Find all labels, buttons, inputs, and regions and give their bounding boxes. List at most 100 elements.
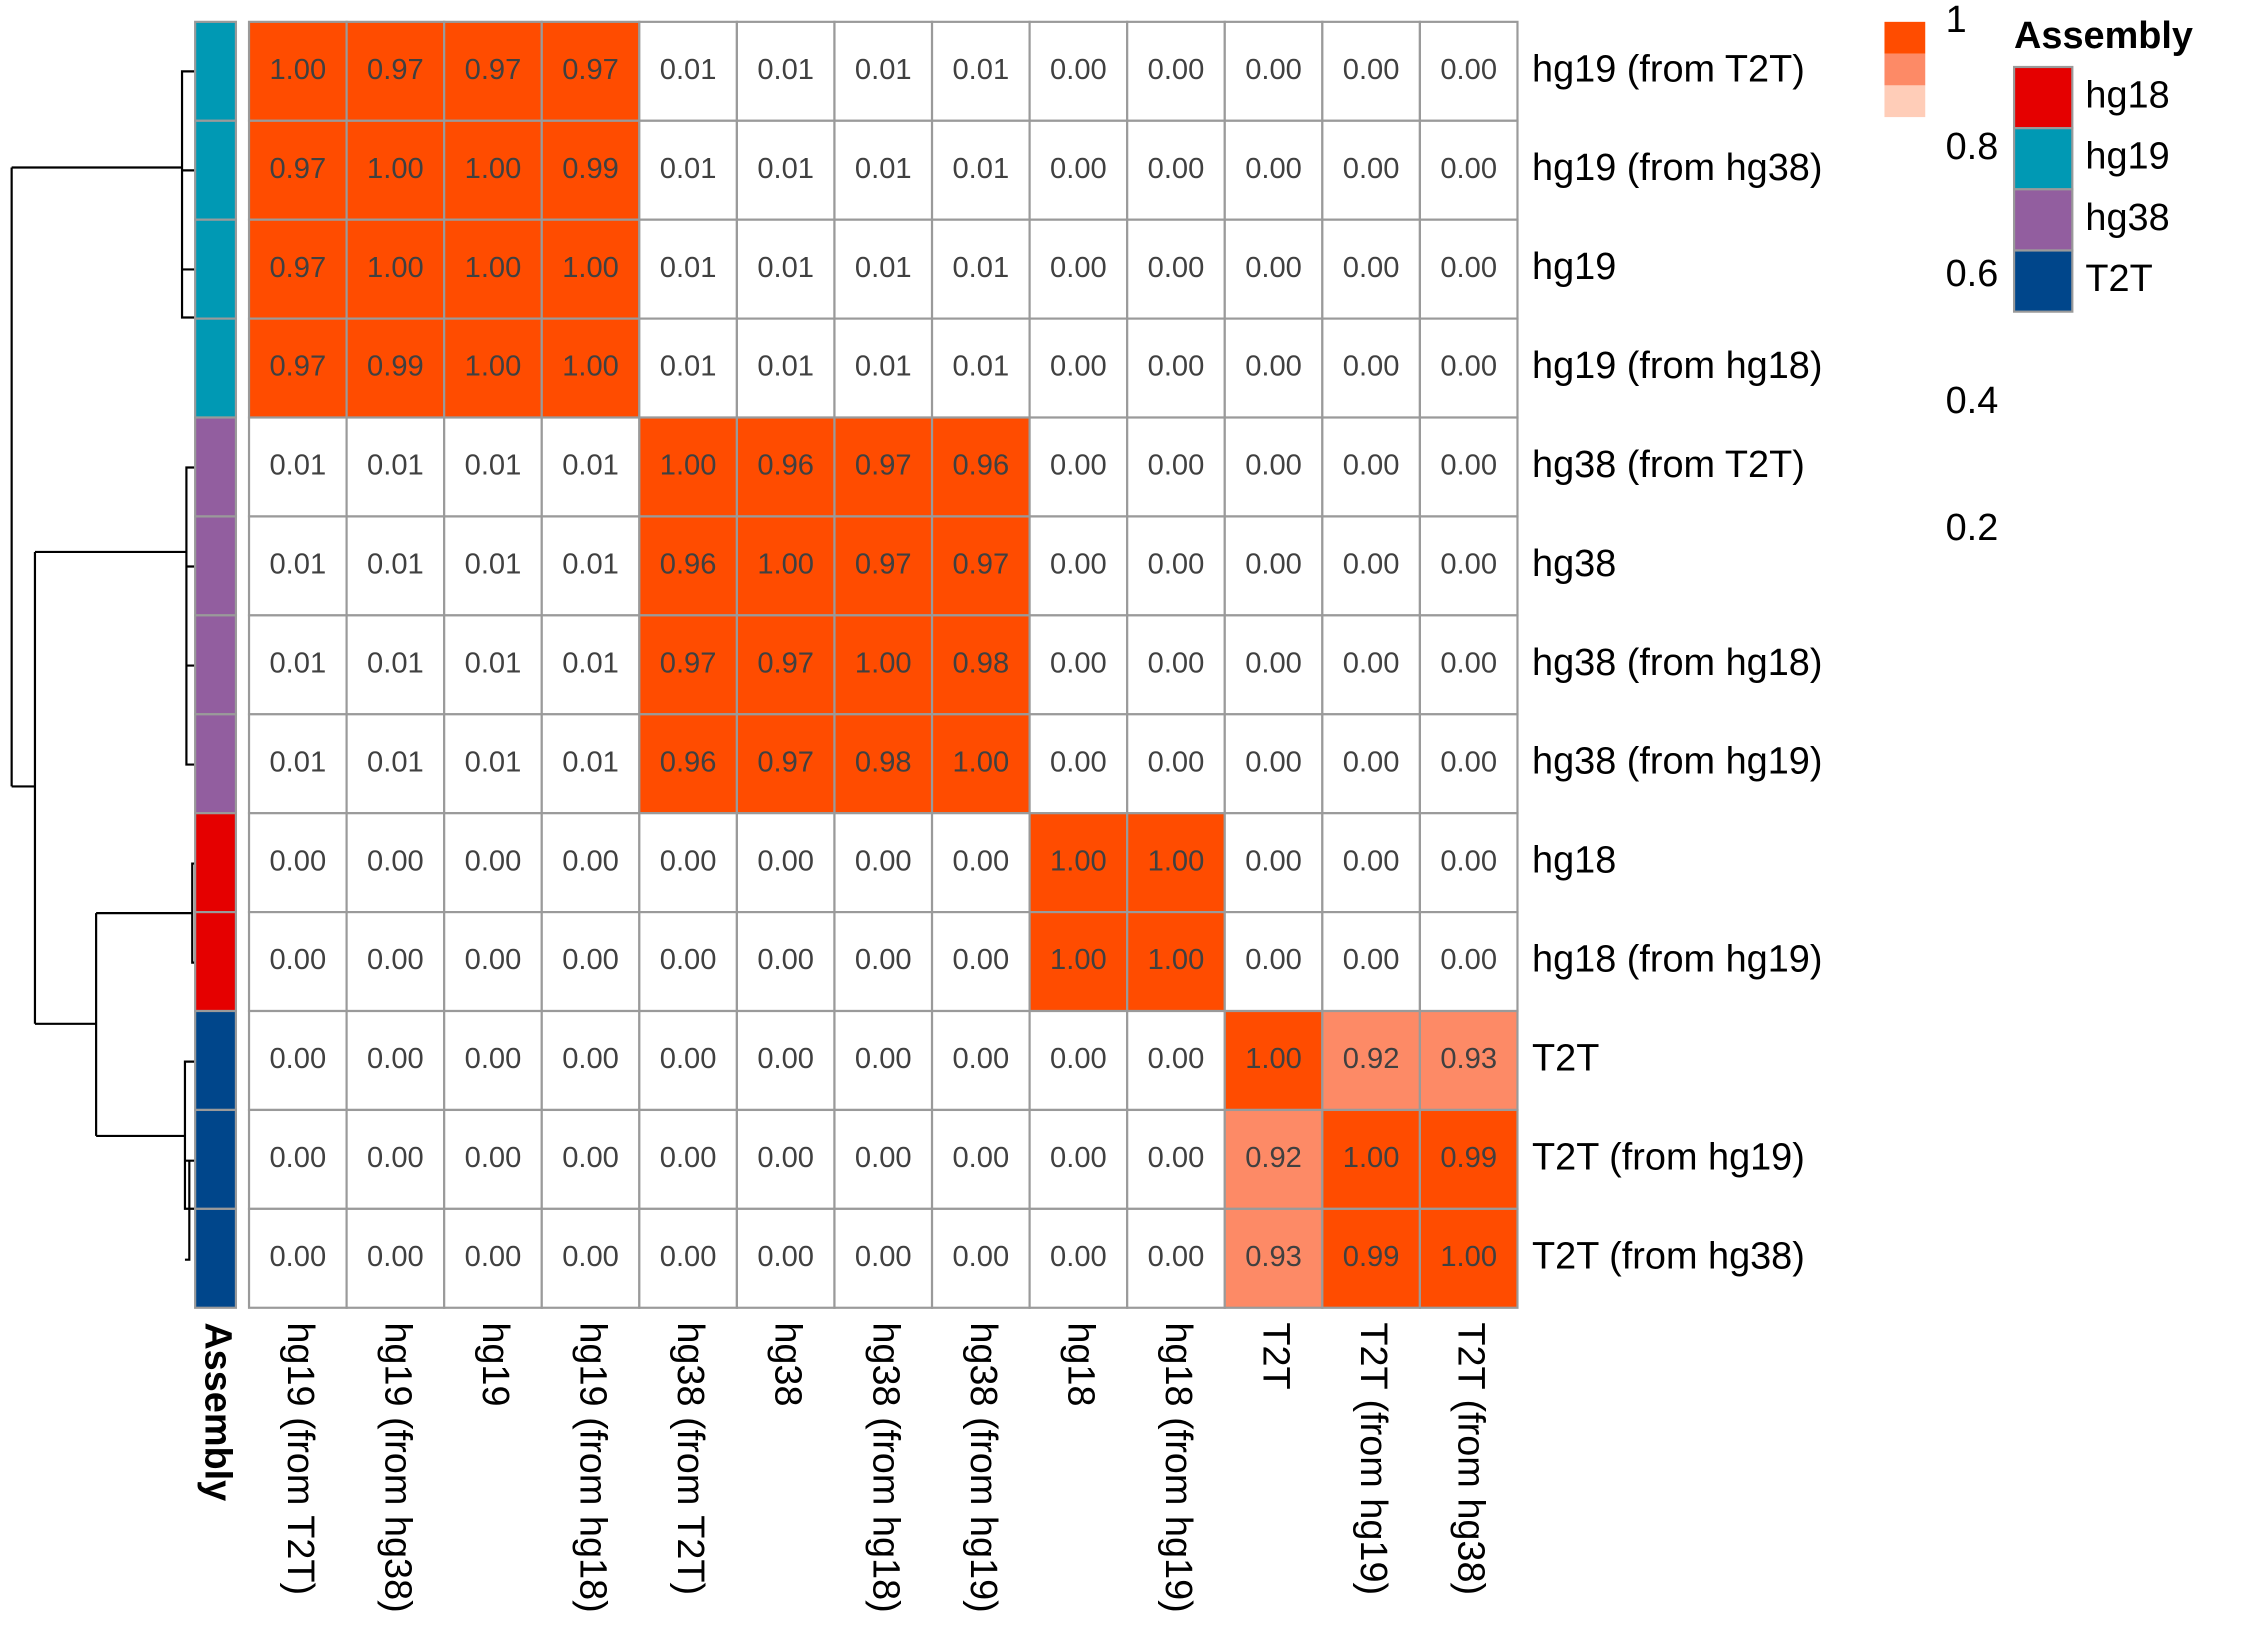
annotation-cell xyxy=(194,713,238,815)
cell-label: 0.00 xyxy=(1440,845,1497,877)
annotation-cell xyxy=(194,218,238,320)
cell-label: 0.01 xyxy=(367,746,424,778)
heatmap-cell xyxy=(833,416,934,518)
cell-label: 0.00 xyxy=(855,1043,912,1075)
legend-label: hg19 xyxy=(2085,136,2169,178)
cell-label: 0.00 xyxy=(367,1241,424,1273)
cell-label: 0.00 xyxy=(465,1241,522,1273)
cell-label: 0.00 xyxy=(1440,450,1497,482)
heatmap-cell xyxy=(345,218,446,320)
cell-label: 0.00 xyxy=(1440,351,1497,383)
cell-label: 0.00 xyxy=(1148,252,1205,284)
heatmap-cell xyxy=(638,515,738,617)
legend-swatch xyxy=(2012,65,2074,130)
heatmap-cell xyxy=(1126,119,1226,221)
cell-label: 0.93 xyxy=(1245,1241,1302,1273)
row-label: T2T (from hg19) xyxy=(1532,1136,1805,1178)
heatmap-cell xyxy=(735,20,836,122)
heatmap-cell xyxy=(638,218,738,320)
heatmap-cell xyxy=(1126,317,1226,419)
cell-label: 0.00 xyxy=(1148,450,1205,482)
heatmap-cell xyxy=(443,614,543,716)
cell-label: 0.00 xyxy=(952,845,1009,877)
heatmap-cell xyxy=(247,119,348,221)
cell-label: 0.00 xyxy=(562,1043,619,1075)
heatmap-cell xyxy=(1418,713,1519,815)
heatmap-cell xyxy=(1028,1108,1129,1210)
heatmap-cell xyxy=(638,1009,738,1112)
annotation-cell xyxy=(194,614,238,716)
heatmap-cell xyxy=(1223,515,1324,617)
cell-label: 0.00 xyxy=(1148,1043,1205,1075)
heatmap-cell xyxy=(735,812,836,914)
cell-label: 0.01 xyxy=(757,153,814,185)
heatmap-cell xyxy=(247,416,348,518)
heatmap-cell xyxy=(443,812,543,914)
heatmap-cell xyxy=(1223,218,1324,320)
cell-label: 0.01 xyxy=(660,351,717,383)
heatmap-cell xyxy=(540,1009,641,1112)
heatmap-cell xyxy=(1126,515,1226,617)
cell-label: 0.97 xyxy=(952,549,1009,581)
heatmap-cell xyxy=(540,911,641,1013)
cell-label: 0.97 xyxy=(562,54,619,86)
cell-label: 0.00 xyxy=(465,1043,522,1075)
cell-label: 0.01 xyxy=(465,549,522,581)
heatmap-cell xyxy=(345,911,446,1013)
cell-label: 0.00 xyxy=(1050,351,1107,383)
legend-label: hg38 xyxy=(2085,197,2169,239)
cell-label: 0.00 xyxy=(269,1241,326,1273)
heatmap-cell xyxy=(247,20,348,122)
row-label: hg19 (from hg38) xyxy=(1532,147,1822,189)
heatmap-cell xyxy=(443,416,543,518)
cell-label: 0.00 xyxy=(1148,549,1205,581)
cell-label: 0.00 xyxy=(1245,450,1302,482)
heatmap-cell xyxy=(345,20,446,122)
heatmap-cell xyxy=(1321,416,1421,518)
dendrogram-branch xyxy=(96,1060,196,1261)
cell-label: 0.00 xyxy=(1245,944,1302,976)
colorbar-tick-label: 0.2 xyxy=(1946,507,1999,549)
heatmap-cell xyxy=(540,1108,641,1210)
heatmap-cell xyxy=(540,1207,641,1309)
heatmap-cell xyxy=(930,20,1031,122)
cell-label: 0.01 xyxy=(367,647,424,679)
cell-label: 0.01 xyxy=(660,153,717,185)
row-label: T2T xyxy=(1532,1037,1599,1079)
annotation-cell xyxy=(194,20,238,122)
heatmap-cell xyxy=(1321,911,1421,1013)
cell-label: 0.01 xyxy=(269,647,326,679)
heatmap-cell xyxy=(735,317,836,419)
cell-label: 0.01 xyxy=(269,450,326,482)
cell-label: 0.01 xyxy=(952,153,1009,185)
cell-label: 0.00 xyxy=(1050,647,1107,679)
cell-label: 1.00 xyxy=(1050,944,1107,976)
heatmap-cell xyxy=(735,1207,836,1309)
dendrogram xyxy=(10,70,196,1261)
cell-label: 0.01 xyxy=(562,746,619,778)
cell-label: 0.00 xyxy=(660,1241,717,1273)
cell-label: 0.00 xyxy=(367,1043,424,1075)
column-label: hg38 xyxy=(767,1322,809,1406)
cell-label: 0.97 xyxy=(855,450,912,482)
cell-label: 0.99 xyxy=(1440,1142,1497,1174)
cell-label: 0.00 xyxy=(1148,746,1205,778)
cell-label: 0.01 xyxy=(855,351,912,383)
heatmap-cell xyxy=(1418,416,1519,518)
colorbar-tick-label: 0.6 xyxy=(1946,253,1999,295)
annotation-cell xyxy=(194,1207,238,1309)
cell-label: 1.00 xyxy=(855,647,912,679)
heatmap-cell xyxy=(833,317,934,419)
heatmap-cell xyxy=(1418,1108,1519,1210)
cell-label: 0.00 xyxy=(562,1241,619,1273)
heatmap-cell xyxy=(833,911,934,1013)
heatmap-cell xyxy=(1028,515,1129,617)
heatmap-cell xyxy=(638,911,738,1013)
cell-label: 0.00 xyxy=(1343,944,1400,976)
heatmap-cell xyxy=(247,1009,348,1112)
column-label: hg38 (from hg18) xyxy=(864,1322,906,1612)
cell-label: 1.00 xyxy=(660,450,717,482)
heatmap-cell xyxy=(1321,1207,1421,1309)
heatmap-cell xyxy=(930,812,1031,914)
